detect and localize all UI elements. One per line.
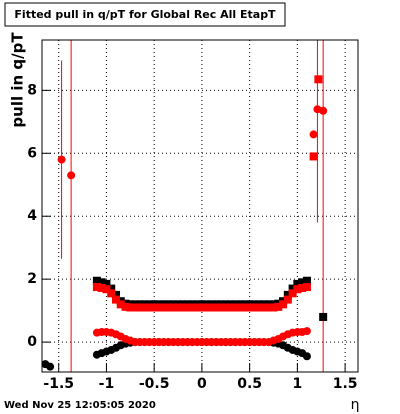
point <box>193 303 202 312</box>
point <box>236 303 245 312</box>
point <box>178 303 187 312</box>
point <box>159 303 168 312</box>
y-axis-label: pull in q/pT <box>9 32 27 128</box>
point <box>92 276 101 285</box>
point <box>169 303 178 312</box>
plot-area <box>42 40 328 372</box>
point <box>298 278 307 287</box>
point <box>250 303 259 312</box>
point <box>207 303 216 312</box>
point <box>302 327 311 336</box>
point <box>293 285 302 294</box>
point <box>154 303 163 312</box>
point <box>107 284 116 293</box>
y-tick-label: 4 <box>27 208 37 224</box>
point <box>274 302 283 311</box>
x-tick-label: 0.5 <box>237 376 262 392</box>
point <box>259 303 268 312</box>
point <box>319 106 328 115</box>
point <box>314 75 323 84</box>
y-tick-label: 0 <box>27 334 37 350</box>
axes: -1.5 -1 -0.5 0 0.5 1 1.5 0 2 4 6 8 <box>27 82 357 392</box>
x-axis-label: η <box>351 397 360 413</box>
point <box>302 352 311 361</box>
point <box>298 283 307 292</box>
point <box>145 303 154 312</box>
point <box>121 302 130 311</box>
point <box>188 303 197 312</box>
y-tick-label: 8 <box>27 82 37 98</box>
point <box>57 155 66 164</box>
point <box>116 300 125 309</box>
x-tick-label: -0.5 <box>139 376 170 392</box>
point <box>240 303 249 312</box>
point <box>197 303 206 312</box>
point <box>174 303 183 312</box>
point <box>269 303 278 312</box>
footer-date: Wed Nov 25 12:05:05 2020 <box>4 400 156 411</box>
point <box>226 303 235 312</box>
point <box>283 290 292 299</box>
y-tick-label: 6 <box>27 145 37 161</box>
point <box>131 303 140 312</box>
point <box>140 303 149 312</box>
point <box>302 283 311 292</box>
point <box>221 303 230 312</box>
y-tick-label: 2 <box>27 271 37 287</box>
chart-title: Fitted pull in q/pT for Global Rec All E… <box>14 8 276 21</box>
x-tick-label: 0 <box>197 376 207 392</box>
point <box>217 303 226 312</box>
point <box>309 152 318 161</box>
x-tick-label: -1.5 <box>43 376 74 392</box>
point <box>150 303 159 312</box>
x-tick-label: -1 <box>99 376 115 392</box>
point <box>135 303 144 312</box>
point <box>164 303 173 312</box>
point <box>102 279 111 288</box>
point <box>111 295 120 304</box>
point <box>255 303 264 312</box>
point <box>92 283 101 292</box>
point <box>319 312 328 321</box>
point <box>111 290 120 299</box>
point <box>288 284 297 293</box>
point <box>126 303 135 312</box>
frame <box>41 39 359 373</box>
point <box>97 283 106 292</box>
point <box>309 130 318 139</box>
point <box>302 276 311 285</box>
x-tick-label: 1.5 <box>333 376 358 392</box>
point <box>107 289 116 298</box>
point <box>102 285 111 294</box>
point <box>283 295 292 304</box>
point <box>293 279 302 288</box>
point <box>245 303 254 312</box>
title-box <box>4 2 286 27</box>
point <box>67 171 76 180</box>
point <box>183 303 192 312</box>
point <box>279 300 288 309</box>
point <box>202 303 211 312</box>
point <box>97 278 106 287</box>
point <box>46 362 55 371</box>
point <box>231 303 240 312</box>
point <box>212 303 221 312</box>
point <box>288 289 297 298</box>
x-tick-label: 1 <box>293 376 303 392</box>
point <box>264 303 273 312</box>
